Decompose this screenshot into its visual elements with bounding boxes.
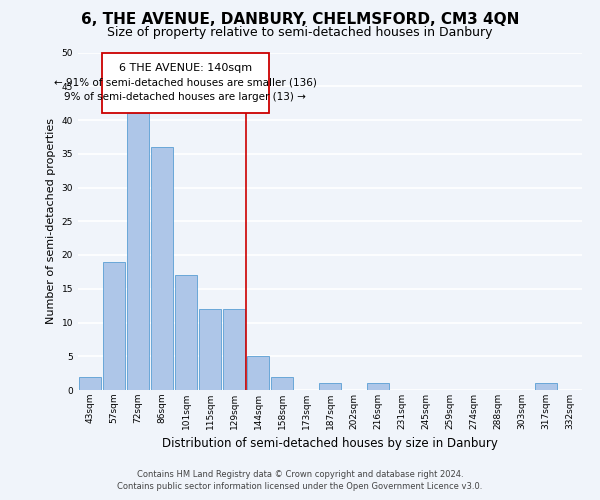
Bar [271, 376, 293, 390]
Text: 6 THE AVENUE: 140sqm: 6 THE AVENUE: 140sqm [119, 62, 252, 72]
Bar [223, 309, 245, 390]
Bar [319, 383, 341, 390]
X-axis label: Distribution of semi-detached houses by size in Danbury: Distribution of semi-detached houses by … [162, 438, 498, 450]
Bar [367, 383, 389, 390]
Bar [151, 147, 173, 390]
Bar [247, 356, 269, 390]
Bar [535, 383, 557, 390]
Bar [127, 114, 149, 390]
Bar [102, 52, 269, 114]
Text: Size of property relative to semi-detached houses in Danbury: Size of property relative to semi-detach… [107, 26, 493, 39]
Text: ← 91% of semi-detached houses are smaller (136): ← 91% of semi-detached houses are smalle… [54, 78, 317, 88]
Bar [79, 376, 101, 390]
Bar [103, 262, 125, 390]
Bar [175, 275, 197, 390]
Text: Contains HM Land Registry data © Crown copyright and database right 2024.
Contai: Contains HM Land Registry data © Crown c… [118, 470, 482, 491]
Text: 9% of semi-detached houses are larger (13) →: 9% of semi-detached houses are larger (1… [64, 92, 307, 102]
Y-axis label: Number of semi-detached properties: Number of semi-detached properties [46, 118, 56, 324]
Bar [199, 309, 221, 390]
Text: 6, THE AVENUE, DANBURY, CHELMSFORD, CM3 4QN: 6, THE AVENUE, DANBURY, CHELMSFORD, CM3 … [81, 12, 519, 28]
